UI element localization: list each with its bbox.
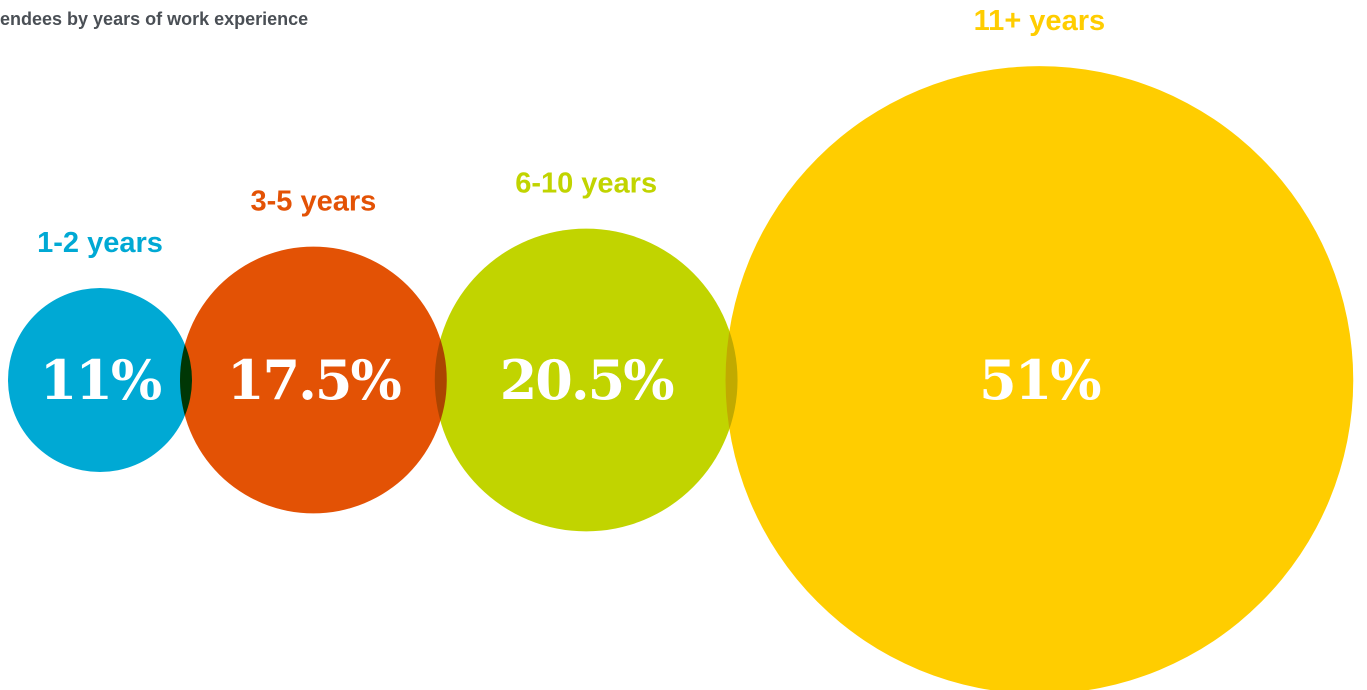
bubble xyxy=(8,288,192,472)
value-label: 11% xyxy=(40,348,161,412)
chart-title: endees by years of work experience xyxy=(0,9,308,29)
value-label: 20.5% xyxy=(500,348,674,412)
bubble xyxy=(434,228,738,532)
bubble xyxy=(725,66,1354,690)
value-label: 17.5% xyxy=(227,348,401,412)
category-label: 3-5 years xyxy=(250,186,376,218)
value-label: 51% xyxy=(979,348,1100,412)
category-label: 1-2 years xyxy=(37,227,163,259)
bubbles xyxy=(8,66,1354,690)
labels: 11% 1-2 years 17.5% 3-5 years 20.5% 6-10 year… xyxy=(37,5,1105,412)
category-label: 6-10 years xyxy=(515,168,657,200)
bubble xyxy=(180,246,447,514)
category-label: 11+ years xyxy=(974,5,1105,37)
